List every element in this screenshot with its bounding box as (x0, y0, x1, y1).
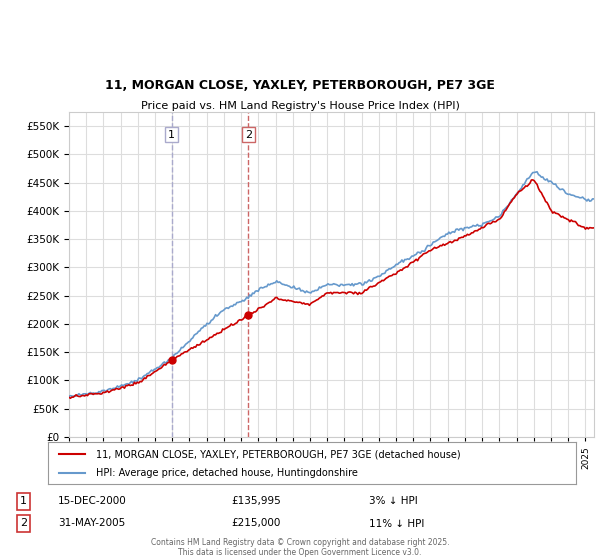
Text: 11, MORGAN CLOSE, YAXLEY, PETERBOROUGH, PE7 3GE: 11, MORGAN CLOSE, YAXLEY, PETERBOROUGH, … (105, 80, 495, 92)
Text: £135,995: £135,995 (231, 496, 281, 506)
Text: 31-MAY-2005: 31-MAY-2005 (58, 519, 125, 529)
Text: 1: 1 (168, 129, 175, 139)
Text: HPI: Average price, detached house, Huntingdonshire: HPI: Average price, detached house, Hunt… (95, 468, 358, 478)
Text: 11, MORGAN CLOSE, YAXLEY, PETERBOROUGH, PE7 3GE (detached house): 11, MORGAN CLOSE, YAXLEY, PETERBOROUGH, … (95, 449, 460, 459)
Text: 2: 2 (245, 129, 252, 139)
Text: Contains HM Land Registry data © Crown copyright and database right 2025.
This d: Contains HM Land Registry data © Crown c… (151, 538, 449, 557)
Text: 11% ↓ HPI: 11% ↓ HPI (369, 519, 424, 529)
Text: Price paid vs. HM Land Registry's House Price Index (HPI): Price paid vs. HM Land Registry's House … (140, 101, 460, 111)
Text: 15-DEC-2000: 15-DEC-2000 (58, 496, 127, 506)
Text: 2: 2 (20, 519, 27, 529)
Text: £215,000: £215,000 (231, 519, 280, 529)
Text: 3% ↓ HPI: 3% ↓ HPI (369, 496, 418, 506)
Text: 1: 1 (20, 496, 27, 506)
